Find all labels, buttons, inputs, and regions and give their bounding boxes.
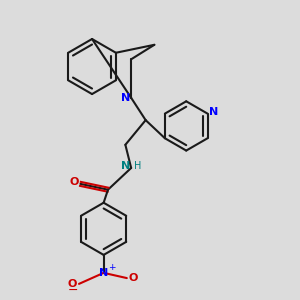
Text: H: H (134, 160, 141, 171)
Text: N: N (121, 93, 130, 103)
Text: O: O (128, 273, 138, 283)
Text: −: − (68, 284, 78, 297)
Text: +: + (108, 263, 116, 272)
Text: N: N (99, 268, 108, 278)
Text: N: N (121, 160, 130, 171)
Text: O: O (69, 177, 79, 188)
Text: O: O (68, 279, 77, 289)
Text: N: N (209, 107, 219, 117)
